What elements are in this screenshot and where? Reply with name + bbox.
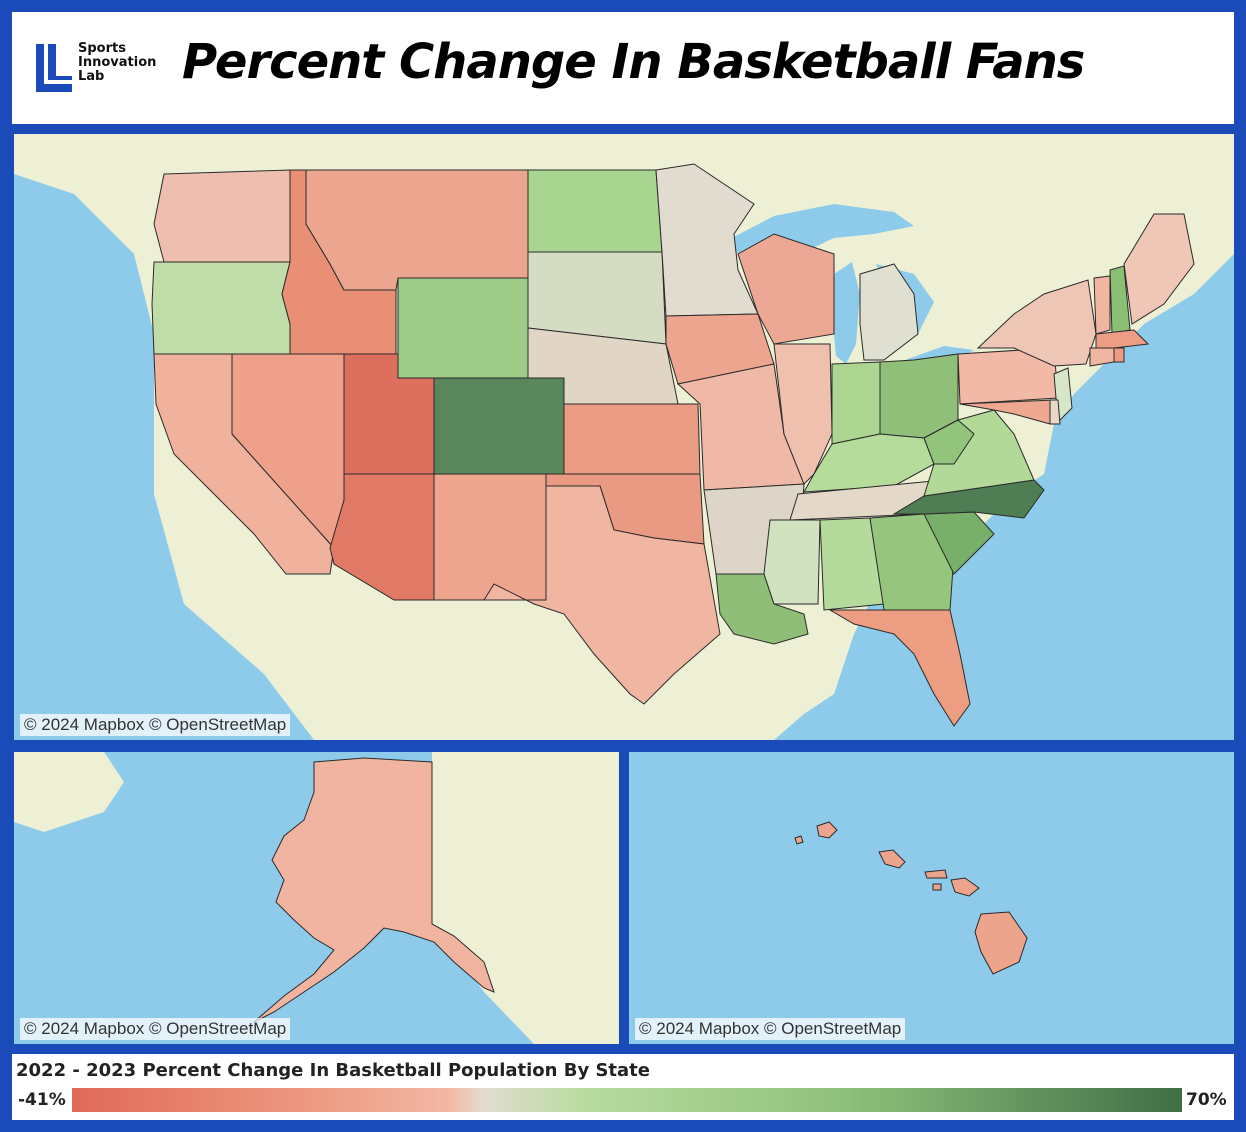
state-maryland[interactable] (959, 399, 1055, 425)
state-maine[interactable] (1123, 213, 1195, 325)
state-indiana[interactable] (831, 361, 881, 445)
state-georgia[interactable] (869, 513, 955, 611)
island-niihau[interactable] (794, 835, 804, 845)
map-credit[interactable]: © 2024 Mapbox © OpenStreetMap (20, 1018, 291, 1040)
logo-icon (36, 44, 72, 92)
state-colorado[interactable] (433, 377, 565, 475)
legend-min-label: -41% (18, 1090, 66, 1110)
state-alaska[interactable] (253, 757, 495, 1023)
map-canvas (14, 134, 1234, 740)
map-credit[interactable]: © 2024 Mapbox © OpenStreetMap (20, 714, 291, 736)
state-hawaii[interactable] (794, 821, 1028, 975)
island-hawaii[interactable] (974, 911, 1028, 975)
state-texas[interactable] (483, 485, 721, 705)
state-west-virginia[interactable] (923, 419, 975, 465)
state-massachusetts[interactable] (1095, 329, 1150, 349)
map-hawaii[interactable]: © 2024 Mapbox © OpenStreetMap (629, 752, 1234, 1044)
map-contiguous-us[interactable]: © 2024 Mapbox © OpenStreetMap (14, 134, 1234, 740)
state-delaware[interactable] (1049, 399, 1061, 425)
state-washington[interactable] (153, 169, 291, 263)
logo: Sports Innovation Lab (32, 38, 162, 100)
state-michigan[interactable] (859, 263, 919, 361)
island-lanai[interactable] (932, 883, 942, 891)
land-mexico (284, 574, 714, 740)
map-credit[interactable]: © 2024 Mapbox © OpenStreetMap (635, 1018, 906, 1040)
map-canvas (794, 821, 1028, 975)
legend-color-ramp (72, 1088, 1182, 1112)
state-rhode-island[interactable] (1113, 347, 1125, 363)
state-mississippi[interactable] (763, 519, 821, 605)
states (151, 163, 1195, 727)
island-maui[interactable] (950, 877, 980, 897)
logo-text: Sports Innovation Lab (78, 42, 156, 84)
state-connecticut[interactable] (1089, 347, 1115, 367)
logo-text-line: Sports (78, 41, 126, 56)
state-new-mexico[interactable] (433, 473, 547, 601)
legend-max-label: 70% (1186, 1090, 1227, 1110)
island-molokai[interactable] (924, 869, 948, 879)
lake-michigan (832, 262, 860, 364)
legend: 2022 - 2023 Percent Change In Basketball… (12, 1054, 1234, 1120)
state-north-dakota[interactable] (527, 169, 663, 253)
island-kauai[interactable] (816, 821, 838, 839)
logo-text-line: Lab (78, 69, 105, 84)
land-canada (432, 752, 619, 1044)
state-florida[interactable] (828, 609, 971, 727)
state-wisconsin[interactable] (737, 233, 835, 345)
header: Sports Innovation Lab Percent Change In … (12, 12, 1234, 124)
state-vermont[interactable] (1093, 275, 1111, 335)
state-montana[interactable] (305, 169, 529, 291)
map-canvas (14, 752, 619, 1044)
state-oregon[interactable] (151, 261, 291, 355)
page-title: Percent Change In Basketball Fans (182, 34, 1085, 90)
state-kansas[interactable] (563, 403, 701, 475)
map-alaska[interactable]: © 2024 Mapbox © OpenStreetMap (14, 752, 619, 1044)
legend-title: 2022 - 2023 Percent Change In Basketball… (16, 1060, 650, 1081)
land-russia (14, 752, 124, 832)
state-ohio[interactable] (879, 353, 959, 439)
state-wyoming[interactable] (397, 277, 529, 379)
island-oahu[interactable] (878, 849, 906, 869)
state-minnesota[interactable] (655, 163, 759, 317)
logo-text-line: Innovation (78, 55, 157, 70)
